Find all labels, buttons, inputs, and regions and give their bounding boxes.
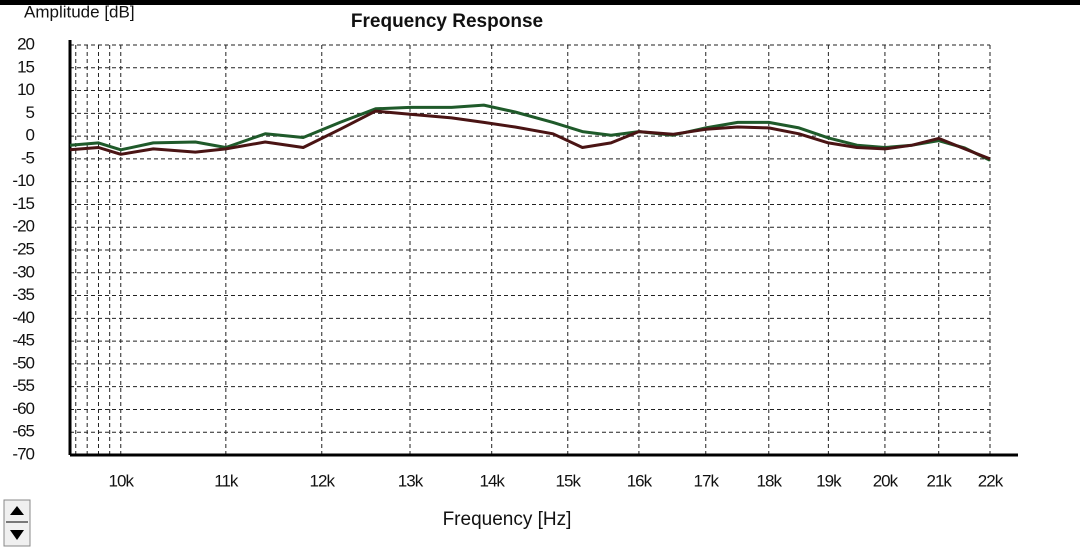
- x-tick-label: 16k: [627, 471, 653, 490]
- y-tick-label: -70: [12, 444, 34, 463]
- data-line: [69, 103, 991, 162]
- y-tick-label: -10: [12, 171, 34, 190]
- y-tick-label: -50: [12, 353, 34, 372]
- chart-title: Frequency Response: [351, 11, 543, 32]
- x-tick-label: 13k: [398, 471, 424, 490]
- y-tick-label: -40: [12, 308, 34, 327]
- y-axis-label: Amplitude [dB]: [24, 2, 135, 21]
- y-tick-label: -30: [12, 262, 34, 281]
- y-tick-label: -45: [12, 331, 34, 350]
- y-tick-label: -15: [12, 194, 34, 213]
- x-tick-label: 17k: [694, 471, 720, 490]
- y-tick-label: -35: [12, 285, 34, 304]
- x-axis-label: Frequency [Hz]: [443, 509, 572, 530]
- y-tick-label: 20: [17, 34, 34, 53]
- x-tick-label: 21k: [927, 471, 953, 490]
- y-tick-label: -65: [12, 422, 34, 441]
- y-tick-label: -55: [12, 376, 34, 395]
- x-tick-label: 11k: [214, 471, 239, 490]
- y-tick-label: 10: [17, 80, 34, 99]
- x-tick-label: 10k: [109, 471, 135, 490]
- y-tick-label: -60: [12, 399, 34, 418]
- data-line: [69, 109, 991, 161]
- x-tick-label: 19k: [816, 471, 842, 490]
- y-tick-label: -25: [12, 239, 34, 258]
- x-tick-label: 15k: [556, 471, 582, 490]
- x-tick-label: 14k: [479, 471, 505, 490]
- top-bar: [0, 0, 1080, 5]
- x-tick-label: 12k: [310, 471, 336, 490]
- scroll-buttons[interactable]: [3, 499, 31, 547]
- y-tick-label: -20: [12, 217, 34, 236]
- x-tick-label: 18k: [757, 471, 783, 490]
- y-tick-label: 0: [26, 126, 35, 145]
- y-tick-label: -5: [21, 148, 35, 167]
- x-tick-label: 20k: [873, 471, 899, 490]
- y-tick-label: 15: [17, 57, 34, 76]
- y-tick-label: 5: [26, 103, 35, 122]
- x-tick-label: 22k: [978, 471, 1004, 490]
